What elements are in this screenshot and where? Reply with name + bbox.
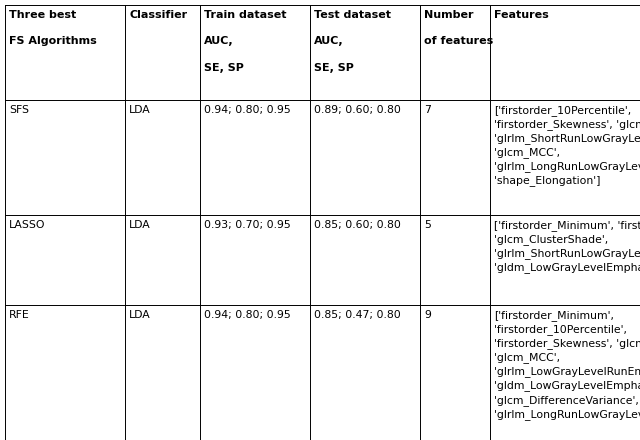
Text: Number

of features: Number of features [424, 10, 493, 46]
Text: LDA: LDA [129, 310, 151, 320]
Text: RFE: RFE [9, 310, 29, 320]
Text: ['firstorder_Minimum',
'firstorder_10Percentile',
'firstorder_Skewness', 'glcm_C: ['firstorder_Minimum', 'firstorder_10Per… [494, 310, 640, 420]
Text: Three best

FS Algorithms: Three best FS Algorithms [9, 10, 97, 46]
Text: LDA: LDA [129, 105, 151, 115]
Text: Train dataset

AUC,

SE, SP: Train dataset AUC, SE, SP [204, 10, 287, 73]
Text: LASSO: LASSO [9, 220, 45, 230]
Text: 0.93; 0.70; 0.95: 0.93; 0.70; 0.95 [204, 220, 291, 230]
Text: Features: Features [494, 10, 548, 20]
Text: 0.85; 0.47; 0.80: 0.85; 0.47; 0.80 [314, 310, 401, 320]
Text: 0.89; 0.60; 0.80: 0.89; 0.60; 0.80 [314, 105, 401, 115]
Text: LDA: LDA [129, 220, 151, 230]
Text: 0.94; 0.80; 0.95: 0.94; 0.80; 0.95 [204, 105, 291, 115]
Text: 0.85; 0.60; 0.80: 0.85; 0.60; 0.80 [314, 220, 401, 230]
Text: 7: 7 [424, 105, 431, 115]
Text: 5: 5 [424, 220, 431, 230]
Text: ['firstorder_Minimum', 'firstorder_Skewness',
'glcm_ClusterShade',
'glrlm_ShortR: ['firstorder_Minimum', 'firstorder_Skewn… [494, 220, 640, 273]
Text: 0.94; 0.80; 0.95: 0.94; 0.80; 0.95 [204, 310, 291, 320]
Text: ['firstorder_10Percentile',
'firstorder_Skewness', 'glcm_ClusterShade',
'glrlm_S: ['firstorder_10Percentile', 'firstorder_… [494, 105, 640, 187]
Text: Classifier: Classifier [129, 10, 187, 20]
Text: 9: 9 [424, 310, 431, 320]
Text: Test dataset

AUC,

SE, SP: Test dataset AUC, SE, SP [314, 10, 391, 73]
Text: SFS: SFS [9, 105, 29, 115]
